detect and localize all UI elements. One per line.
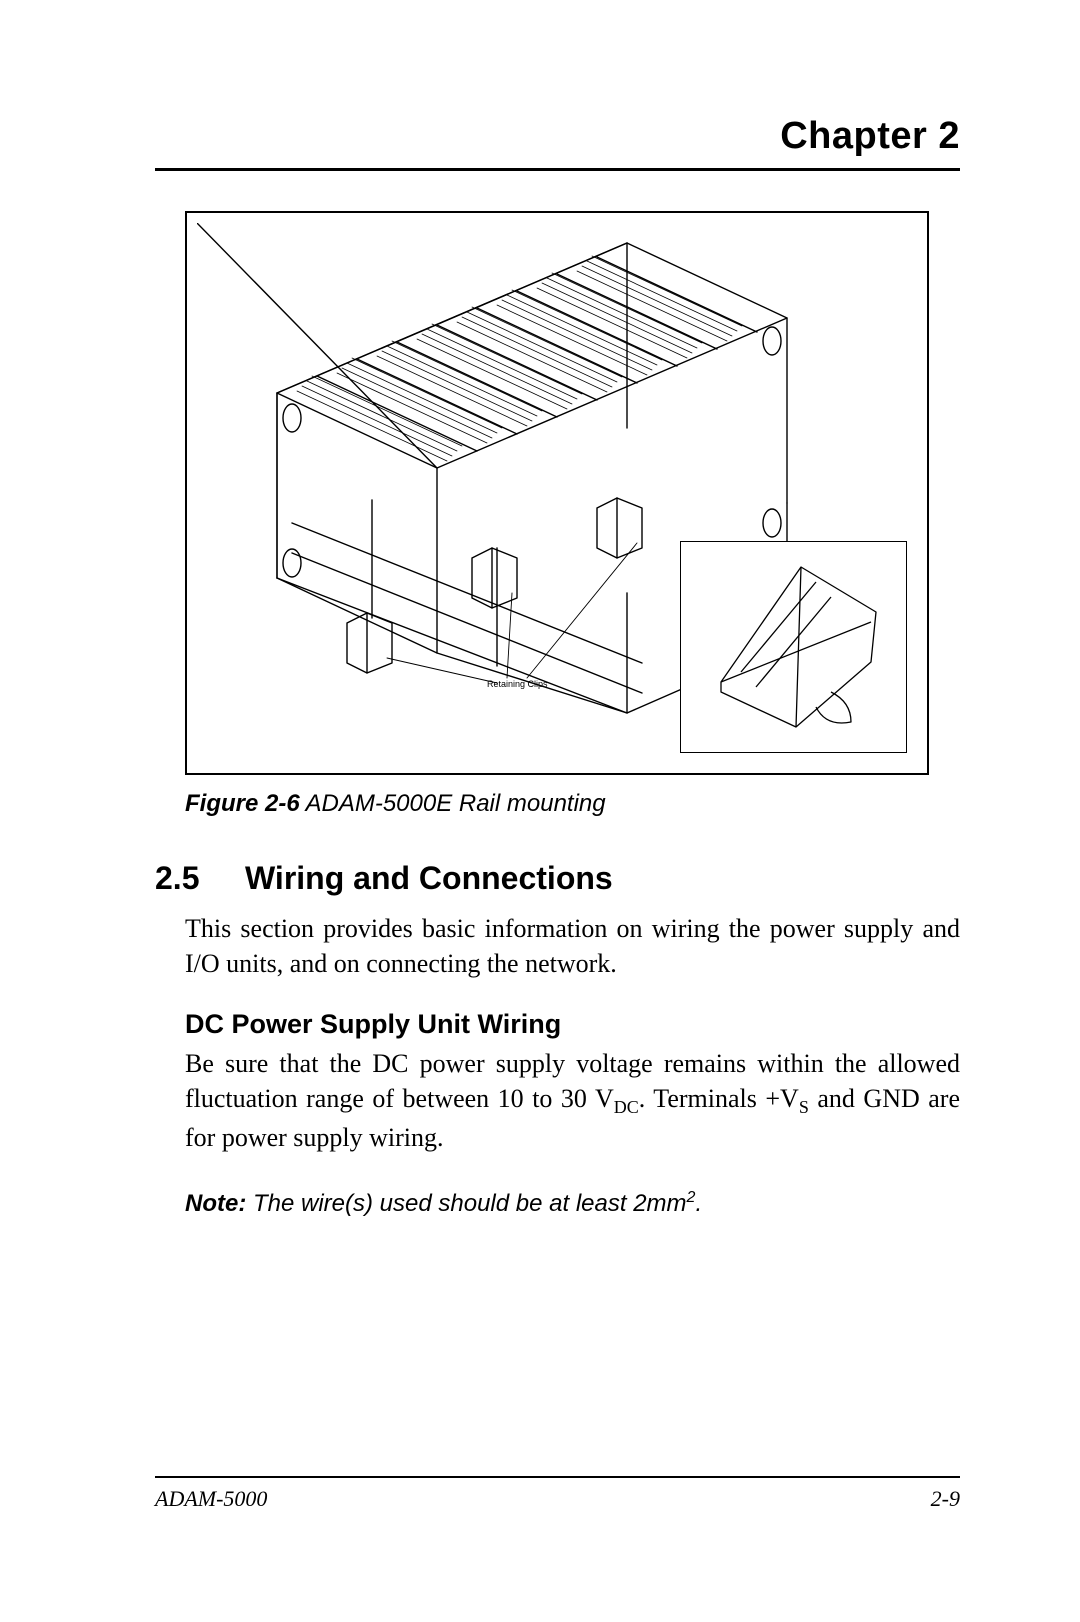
section-intro: This section provides basic information … — [185, 911, 960, 981]
note-label: Note: — [185, 1190, 246, 1217]
figure-frame: Retaining Clips — [185, 211, 929, 775]
note-text-a: The wire(s) used should be at least 2mm — [246, 1190, 686, 1217]
figure-caption-text: ADAM-5000E Rail mounting — [300, 790, 606, 817]
retaining-clips-label: Retaining Clips — [487, 679, 548, 689]
footer-right: 2-9 — [931, 1486, 960, 1512]
subsection-heading: DC Power Supply Unit Wiring — [185, 1009, 960, 1040]
note-text-b: . — [695, 1190, 702, 1217]
section-heading: 2.5Wiring and Connections — [155, 860, 960, 897]
figure-caption: Figure 2-6 ADAM-5000E Rail mounting — [185, 790, 960, 818]
header-rule — [155, 168, 960, 171]
page: Chapter 2 — [0, 0, 1080, 1622]
figure-inset — [680, 541, 907, 753]
dc-sub-2: S — [799, 1097, 809, 1117]
note-line: Note: The wire(s) used should be at leas… — [185, 1189, 960, 1218]
section-title: Wiring and Connections — [245, 860, 613, 896]
section-number: 2.5 — [155, 860, 245, 897]
dc-sub-1: DC — [614, 1097, 639, 1117]
figure-caption-number: Figure 2-6 — [185, 790, 300, 817]
subsection-body: Be sure that the DC power supply voltage… — [185, 1046, 960, 1155]
footer-left: ADAM-5000 — [155, 1486, 267, 1512]
dc-text-b: . Terminals +V — [639, 1084, 799, 1113]
footer-rule — [155, 1476, 960, 1478]
section-2-5: 2.5Wiring and Connections This section p… — [155, 860, 960, 1218]
running-head: Chapter 2 — [155, 115, 960, 158]
page-footer: ADAM-5000 2-9 — [155, 1476, 960, 1512]
